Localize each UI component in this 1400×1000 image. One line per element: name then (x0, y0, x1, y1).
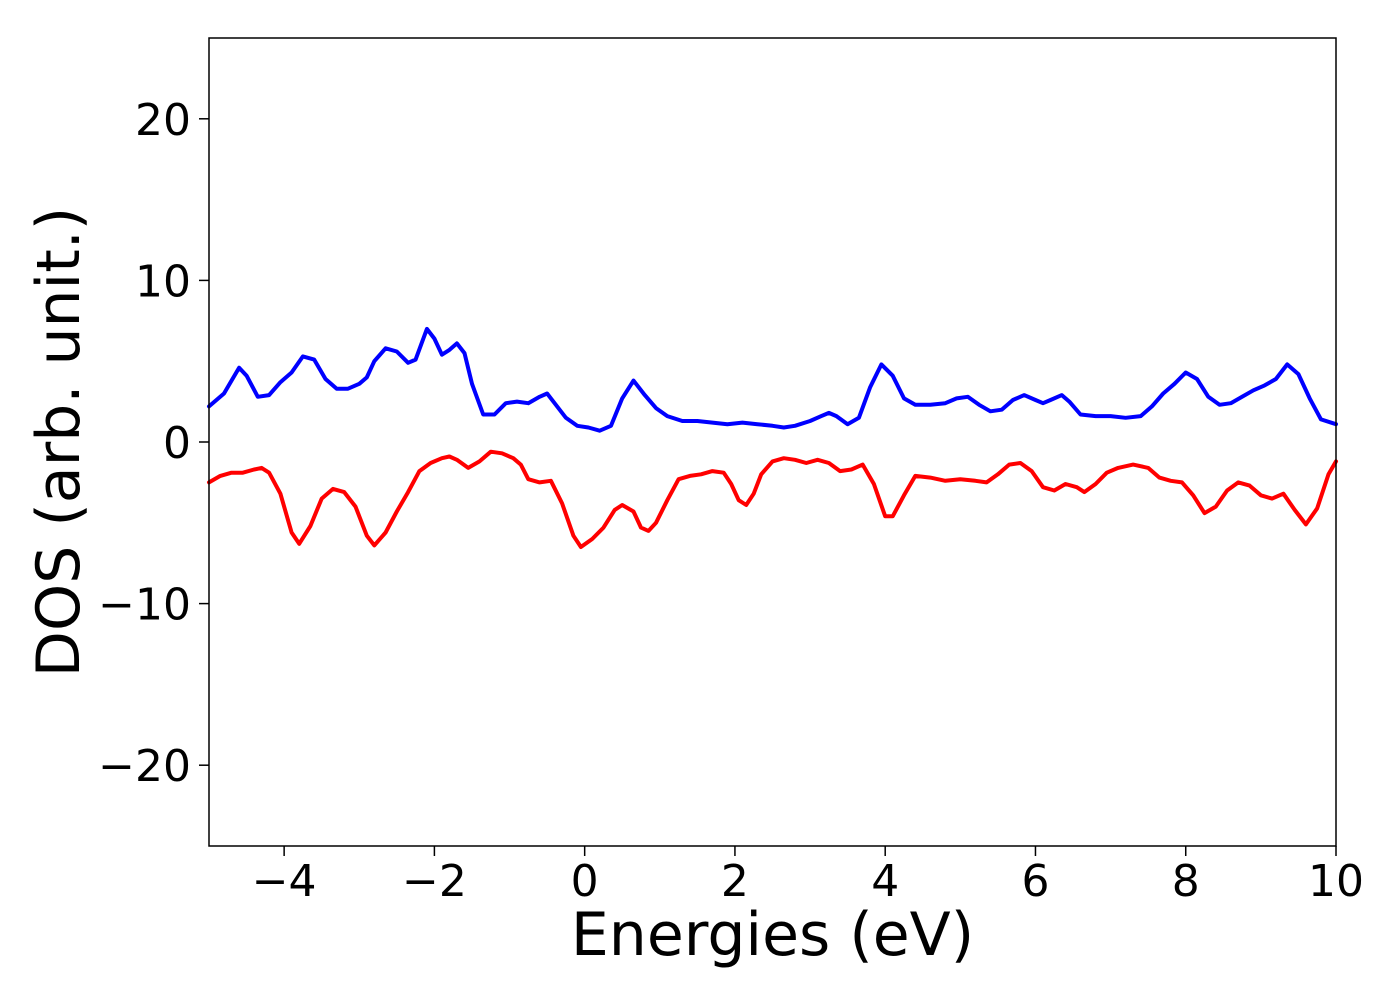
x-tick-label: 8 (1172, 856, 1200, 907)
plot-frame (208, 37, 1337, 847)
x-tick-label: 6 (1021, 856, 1049, 907)
series-line-2 (207, 449, 1338, 549)
y-axis: −20 −10 0 10 20 (98, 95, 209, 792)
y-tick-label: −10 (98, 580, 191, 631)
y-tick-label: −20 (98, 741, 191, 792)
x-tick-label: 10 (1308, 856, 1364, 907)
y-tick-label: 20 (135, 95, 191, 146)
y-axis-title: DOS (arb. unit.) (24, 207, 94, 677)
x-tick-label: −4 (252, 856, 317, 907)
series-layer (207, 326, 1338, 549)
x-tick-label: 4 (871, 856, 899, 907)
x-axis-title: Energies (eV) (571, 900, 974, 970)
y-tick-label: 0 (163, 418, 191, 469)
x-tick-label: −2 (402, 856, 467, 907)
x-tick-label: 2 (721, 856, 749, 907)
y-tick-label: 10 (135, 256, 191, 307)
x-axis: −4 −2 0 2 4 6 8 10 (252, 846, 1364, 907)
x-tick-label: 0 (571, 856, 599, 907)
series-line-1 (207, 326, 1338, 433)
